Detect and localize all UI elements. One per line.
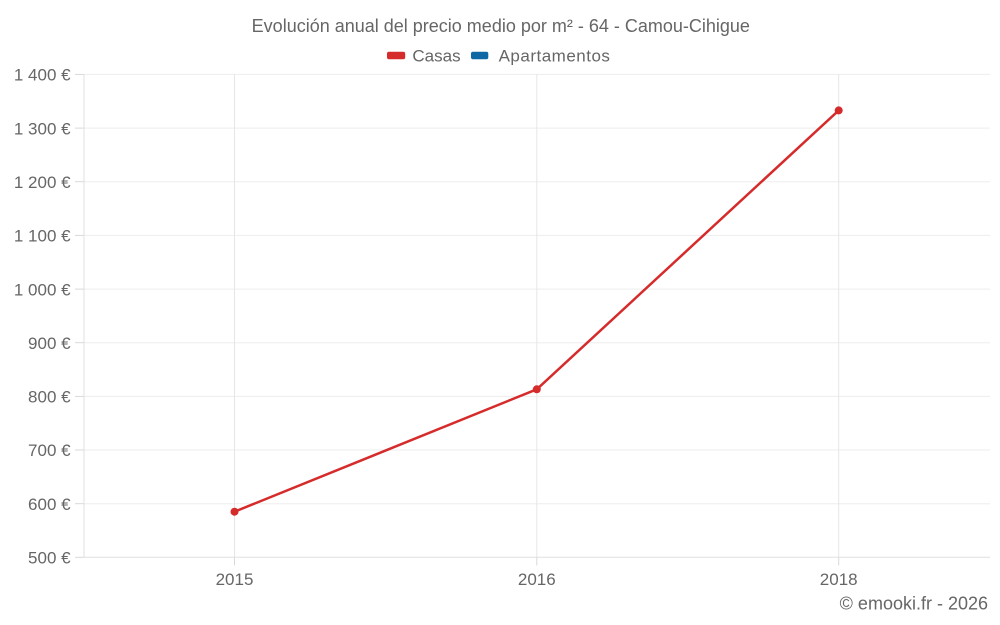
svg-text:© emooki.fr - 2026: © emooki.fr - 2026 [840,593,988,613]
svg-text:1 300 €: 1 300 € [14,119,71,138]
svg-text:Apartamentos: Apartamentos [499,47,611,66]
svg-text:500 €: 500 € [28,549,71,568]
svg-text:1 200 €: 1 200 € [14,173,71,192]
svg-text:900 €: 900 € [28,334,71,353]
svg-text:600 €: 600 € [28,495,71,514]
svg-text:Casas: Casas [412,47,460,66]
svg-text:800 €: 800 € [28,388,71,407]
svg-text:Evolución anual del precio med: Evolución anual del precio medio por m² … [252,16,750,36]
svg-text:1 100 €: 1 100 € [14,227,71,246]
svg-text:2016: 2016 [518,570,556,589]
svg-text:2015: 2015 [216,570,254,589]
svg-text:2018: 2018 [820,570,858,589]
svg-text:700 €: 700 € [28,441,71,460]
svg-text:1 400 €: 1 400 € [14,66,71,85]
svg-text:1 000 €: 1 000 € [14,280,71,299]
